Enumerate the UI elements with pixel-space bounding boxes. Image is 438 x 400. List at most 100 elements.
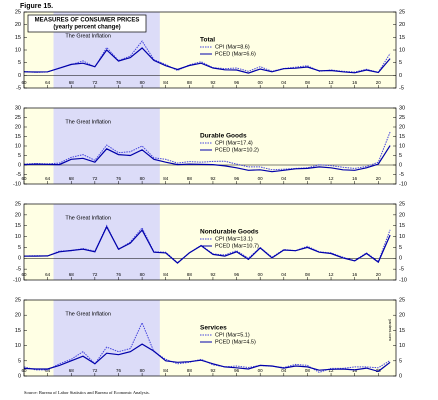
x-tick-label: 84 [163, 272, 169, 277]
y-tick-label: 5 [18, 245, 21, 251]
y-tick-label-right: 15 [399, 35, 405, 41]
x-tick-label: 72 [92, 176, 98, 181]
y-tick-label-right: -5 [399, 267, 404, 273]
panel-title: Nondurable Goods [200, 229, 259, 236]
y-tick-label: 10 [15, 143, 21, 149]
y-tick-label-right: 15 [399, 328, 405, 334]
y-tick-label: 30 [15, 105, 21, 111]
x-tick-label: 80 [140, 272, 146, 277]
y-tick-label: 5 [18, 60, 21, 66]
y-tick-label: -5 [16, 85, 21, 91]
x-tick-label: 08 [305, 368, 311, 373]
x-tick-label: 12 [329, 176, 335, 181]
legend-label: PCED (Mar=4.5) [215, 339, 256, 345]
y-tick-label: 0 [18, 73, 21, 79]
x-tick-label: 92 [210, 272, 216, 277]
x-tick-label: 04 [281, 272, 287, 277]
highlight-band [53, 204, 160, 280]
y-tick-label-right: -10 [399, 277, 407, 283]
x-tick-label: 16 [352, 80, 358, 85]
y-tick-label: 10 [15, 234, 21, 240]
y-tick-label-right: 10 [399, 343, 405, 349]
series-line [23, 131, 391, 171]
series-line [23, 47, 391, 74]
y-tick-label-right: 10 [399, 234, 405, 240]
x-tick-label: 64 [45, 80, 51, 85]
highlight-band [53, 108, 160, 184]
y-tick-label-right: 25 [399, 201, 405, 207]
x-tick-label: 76 [116, 176, 122, 181]
y-tick-label-right: 15 [399, 223, 405, 229]
y-tick-label: 20 [15, 124, 21, 130]
y-tick-label-right: 0 [399, 162, 402, 168]
legend-label: CPI (Mar=13.1) [215, 236, 253, 242]
y-tick-label-right: 20 [399, 212, 405, 218]
y-tick-label: -5 [16, 267, 21, 273]
x-tick-label: 88 [187, 176, 193, 181]
x-tick-label: 68 [69, 368, 75, 373]
figure-label: Figure 15. [20, 3, 53, 10]
x-tick-label: 16 [352, 272, 358, 277]
x-tick-label: 04 [281, 176, 287, 181]
x-tick-label: 76 [116, 368, 122, 373]
x-tick-label: 64 [45, 272, 51, 277]
series-line [23, 145, 391, 173]
x-tick-label: 64 [45, 176, 51, 181]
x-tick-label: 72 [92, 272, 98, 277]
plot-frame [23, 107, 397, 185]
x-tick-label: 96 [234, 80, 240, 85]
legend-label: CPI (Mar=8.6) [215, 44, 250, 50]
y-tick-label: 0 [18, 162, 21, 168]
title-box [27, 14, 147, 33]
x-tick-label: 04 [281, 368, 287, 373]
x-tick-label: 12 [329, 368, 335, 373]
x-tick-label: 00 [258, 176, 264, 181]
y-tick-label-right: 5 [399, 245, 402, 251]
panel-title: Total [200, 37, 215, 44]
y-tick-label-right: 20 [399, 124, 405, 130]
y-tick-label: 15 [15, 328, 21, 334]
y-tick-label-right: 20 [399, 22, 405, 28]
y-tick-label-right: 5 [399, 153, 402, 159]
y-tick-label-right: 25 [399, 297, 405, 303]
x-tick-label: 88 [187, 272, 193, 277]
y-tick-label-right: 25 [399, 9, 405, 15]
y-tick-label-right: 20 [399, 313, 405, 319]
y-tick-label: 10 [15, 47, 21, 53]
y-tick-label-right: 15 [399, 134, 405, 140]
x-tick-label: 20 [376, 176, 382, 181]
x-tick-label: 72 [92, 80, 98, 85]
x-tick-label: 92 [210, 176, 216, 181]
x-tick-label: 20 [376, 80, 382, 85]
x-tick-label: 92 [210, 80, 216, 85]
y-tick-label-right: 10 [399, 143, 405, 149]
x-tick-label: 92 [210, 368, 216, 373]
x-tick-label: 00 [258, 368, 264, 373]
highlight-band [53, 300, 160, 376]
y-tick-label-right: 5 [399, 358, 402, 364]
y-tick-label: 0 [18, 373, 21, 379]
series-line [24, 225, 391, 264]
x-tick-label: 68 [69, 272, 75, 277]
x-tick-label: 84 [163, 80, 169, 85]
y-tick-label-right: 30 [399, 105, 405, 111]
y-tick-label: 15 [15, 134, 21, 140]
panel-title: Durable Goods [200, 133, 247, 140]
y-tick-label-right: 0 [399, 73, 402, 79]
y-tick-label: 25 [15, 297, 21, 303]
x-tick-label: 16 [352, 368, 358, 373]
x-tick-label: 96 [234, 368, 240, 373]
x-tick-label: 88 [187, 368, 193, 373]
annotation: The Great Inflation [65, 119, 111, 125]
series-line [23, 343, 391, 373]
legend-label: CPI (Mar=5.1) [215, 332, 250, 338]
y-tick-label: 15 [15, 35, 21, 41]
x-tick-label: 96 [234, 176, 240, 181]
x-tick-label: 08 [305, 272, 311, 277]
x-tick-label: 16 [352, 176, 358, 181]
x-tick-label: 68 [69, 176, 75, 181]
legend-label: PCED (Mar=10.2) [215, 147, 259, 153]
x-tick-label: 00 [258, 272, 264, 277]
watermark: yardeni.com [388, 319, 393, 341]
